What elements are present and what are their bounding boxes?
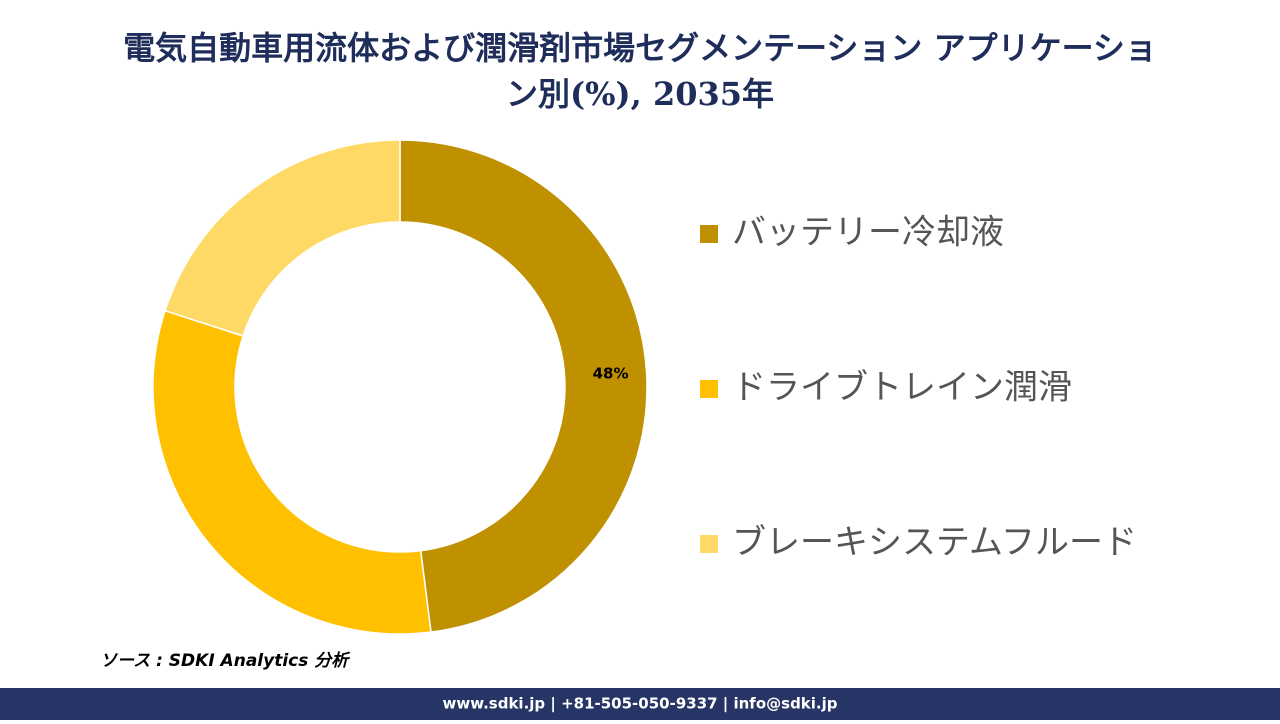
data-label: 48% bbox=[593, 364, 629, 382]
chart-title: 電気自動車用流体および潤滑剤市場セグメンテーション アプリケーション別(%), … bbox=[123, 29, 1157, 113]
legend-label: ブレーキシステムフルード bbox=[732, 523, 1137, 563]
legend-swatch bbox=[700, 380, 718, 398]
donut-slice bbox=[164, 139, 401, 337]
legend-label: バッテリー冷却液 bbox=[732, 213, 1004, 253]
donut-slice bbox=[399, 139, 648, 633]
donut-slice bbox=[152, 309, 432, 635]
legend-label: ドライブトレイン潤滑 bbox=[732, 368, 1072, 408]
source: ソース : SDKI Analytics 分析 bbox=[100, 651, 351, 671]
legend-swatch bbox=[700, 535, 718, 553]
footer-bar bbox=[0, 688, 1280, 720]
legend-swatch bbox=[700, 225, 718, 243]
footer: www.sdki.jp | +81-505-050-9337 | info@sd… bbox=[442, 695, 837, 714]
